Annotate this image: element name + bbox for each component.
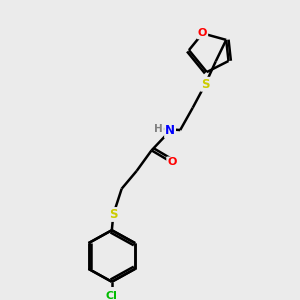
Text: Cl: Cl [106, 291, 118, 300]
Text: O: O [198, 28, 207, 38]
Text: N: N [165, 124, 175, 137]
Text: O: O [167, 158, 176, 167]
Text: S: S [109, 208, 118, 221]
Text: H: H [154, 124, 163, 134]
Text: S: S [201, 78, 209, 91]
